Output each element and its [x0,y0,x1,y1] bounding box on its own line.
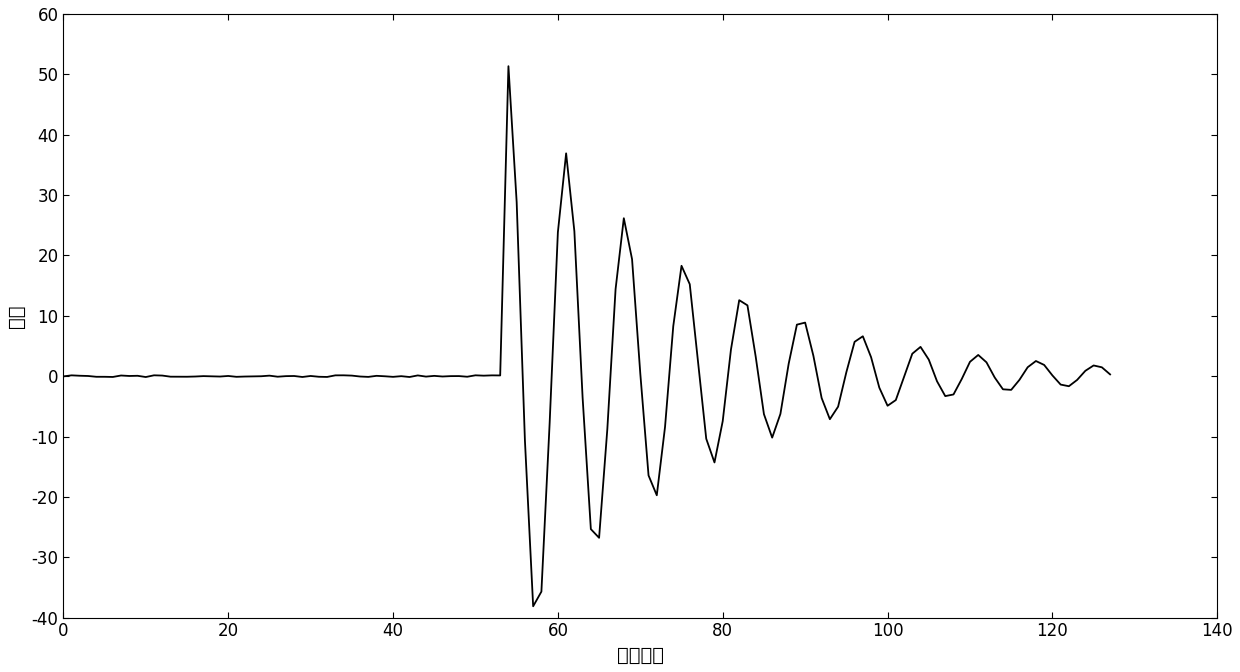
Y-axis label: 振幅: 振幅 [7,304,26,327]
X-axis label: 采样点数: 采样点数 [616,646,663,665]
